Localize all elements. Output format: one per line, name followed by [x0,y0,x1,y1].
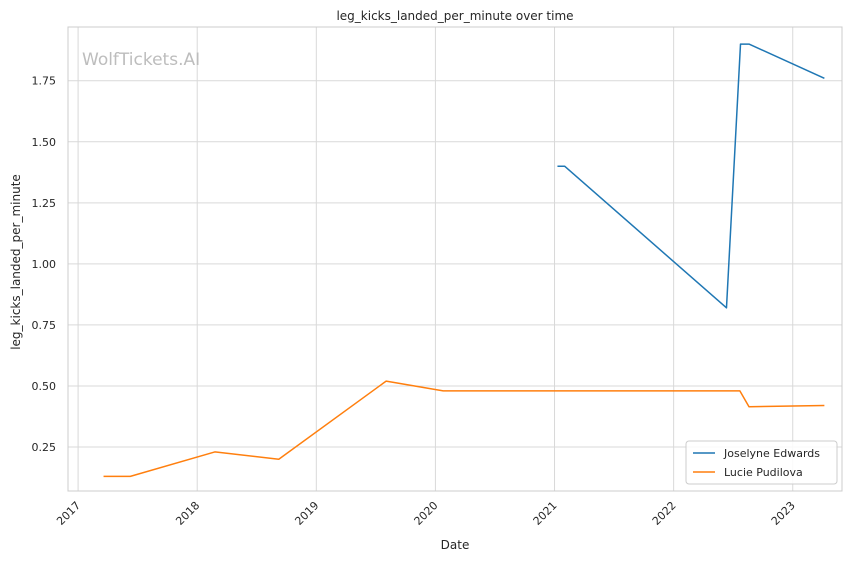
y-tick-label: 0.50 [32,380,57,393]
y-tick-label: 1.75 [32,75,57,88]
chart-title: leg_kicks_landed_per_minute over time [336,9,573,23]
plot-frame [67,26,843,492]
y-tick-label: 0.25 [32,441,57,454]
legend-label-lucie-pudilova: Lucie Pudilova [724,466,803,479]
series-line-lucie-pudilova [103,380,825,478]
x-axis-label: Date [441,538,470,552]
legend-box [685,440,838,485]
legend: Joselyne Edwards Lucie Pudilova [685,440,838,485]
grid [68,27,842,491]
y-tick-label: 1.50 [32,136,57,149]
y-tick-label: 1.00 [32,258,57,271]
series-lines [103,43,825,478]
legend-label-joselyne-edwards: Joselyne Edwards [723,447,820,460]
y-axis-label: leg_kicks_landed_per_minute [9,174,23,350]
y-tick-label: 1.25 [32,197,57,210]
series-line-joselyne-edwards [557,43,825,309]
y-tick-label: 0.75 [32,319,57,332]
y-axis-ticks: 0.25 0.50 0.75 1.00 1.25 1.50 1.75 [32,75,57,454]
watermark: WolfTickets.AI [82,50,200,70]
